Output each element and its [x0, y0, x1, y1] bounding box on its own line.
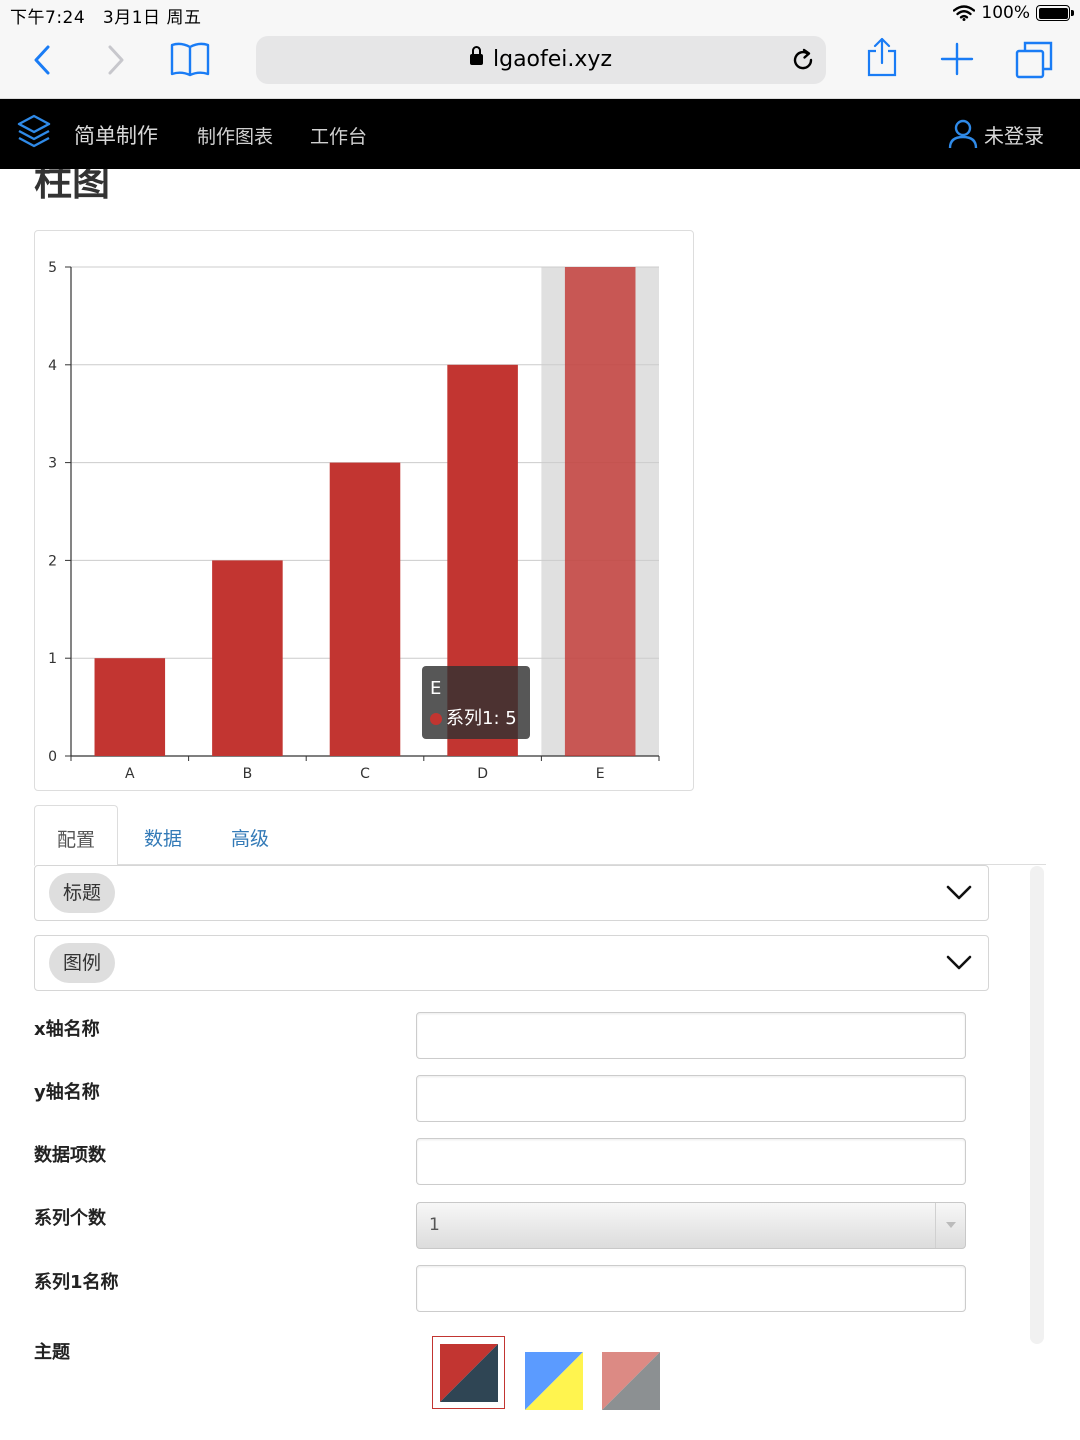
x-axis-name-input[interactable]	[416, 1012, 966, 1059]
nav-make-chart[interactable]: 制作图表	[197, 126, 274, 148]
login-link[interactable]: 未登录	[948, 119, 1044, 149]
config-tabs: 配置 数据 高级	[34, 805, 1046, 866]
chart-panel[interactable]: 0 1 2 3 4 5 A B C D E E 系列1: 5	[34, 230, 694, 791]
chevron-down-icon	[946, 955, 972, 970]
theme-selected-frame	[432, 1336, 505, 1409]
select-arrow-zone	[935, 1203, 965, 1248]
lock-icon	[470, 46, 483, 65]
theme-swatch-salmon-gray[interactable]	[602, 1352, 660, 1410]
bookmarks-icon[interactable]	[170, 40, 210, 78]
section-legend-label: 图例	[49, 943, 116, 983]
x-tick-label: B	[243, 766, 253, 782]
new-tab-icon[interactable]	[940, 42, 974, 76]
series-count-select[interactable]: 1	[416, 1202, 966, 1249]
tab-data[interactable]: 数据	[144, 828, 183, 850]
y-tick-label: 4	[48, 358, 57, 374]
nav-workbench[interactable]: 工作台	[310, 126, 368, 148]
site-navbar: 简单制作 制作图表 工作台 未登录	[0, 99, 1080, 169]
tooltip-value-row: 系列1: 5	[430, 704, 522, 734]
login-label: 未登录	[984, 123, 1044, 148]
tooltip-category: E	[430, 678, 442, 699]
browser-toolbar: lgaofei.xyz	[0, 28, 1080, 99]
tab-advanced[interactable]: 高级	[231, 828, 270, 850]
section-title-label: 标题	[49, 873, 116, 913]
y-tick-label: 3	[48, 456, 57, 472]
theme-swatch-red-dark[interactable]	[440, 1344, 498, 1402]
bar-A[interactable]	[94, 658, 166, 756]
layers-icon[interactable]	[16, 113, 52, 151]
y-axis-name-label: y轴名称	[34, 1082, 100, 1103]
tabs-overview-icon[interactable]	[1014, 40, 1054, 80]
page-title: 柱图	[34, 169, 111, 204]
y-axis-name-input[interactable]	[416, 1075, 966, 1122]
section-title[interactable]: 标题	[34, 865, 989, 921]
y-tick-label: 1	[48, 651, 57, 667]
share-icon[interactable]	[866, 36, 898, 78]
theme-swatch-blue-yellow[interactable]	[525, 1352, 583, 1410]
x-tick-label: C	[360, 766, 370, 782]
battery-percent: 100%	[981, 3, 1030, 23]
battery-icon	[1036, 5, 1074, 21]
x-tick-label: A	[125, 766, 135, 782]
data-count-input[interactable]	[416, 1138, 966, 1185]
bar-B[interactable]	[212, 560, 283, 756]
tooltip-value: 系列1: 5	[446, 708, 517, 729]
forward-icon[interactable]	[104, 44, 128, 76]
x-tick-label: E	[596, 766, 605, 782]
series-count-value: 1	[429, 1215, 440, 1235]
status-right: 100%	[953, 3, 1074, 23]
data-count-label: 数据项数	[34, 1145, 106, 1166]
url-text: lgaofei.xyz	[256, 46, 826, 72]
form-scrollbar[interactable]	[1030, 866, 1044, 1344]
brand-link[interactable]: 简单制作	[74, 124, 158, 148]
series1-name-input[interactable]	[416, 1265, 966, 1312]
y-tick-label: 0	[48, 749, 57, 765]
address-bar[interactable]: lgaofei.xyz	[256, 36, 826, 84]
y-tick-label: 2	[48, 553, 57, 569]
bar-E[interactable]	[564, 267, 636, 756]
status-time: 下午7:24 3月1日 周五	[10, 3, 201, 28]
y-tick-label: 5	[48, 260, 57, 276]
x-axis-name-label: x轴名称	[34, 1019, 100, 1040]
wifi-icon	[953, 5, 976, 21]
theme-label: 主题	[34, 1342, 70, 1363]
bar-C[interactable]	[329, 462, 401, 756]
page-heading-area: 柱图	[0, 169, 1080, 209]
series-count-label: 系列个数	[34, 1208, 106, 1229]
status-bar: 下午7:24 3月1日 周五 100%	[0, 0, 1080, 28]
tab-config[interactable]: 配置	[34, 805, 118, 866]
chart-tooltip: E 系列1: 5	[422, 666, 530, 739]
back-icon[interactable]	[30, 44, 54, 76]
chevron-down-icon	[946, 885, 972, 900]
x-tick-label: D	[477, 766, 488, 782]
reload-icon[interactable]	[790, 47, 816, 73]
status-date: 3月1日 周五	[102, 8, 202, 28]
series1-name-label: 系列1名称	[34, 1272, 119, 1293]
bar-chart[interactable]: 0 1 2 3 4 5 A B C D E	[35, 231, 695, 792]
section-legend[interactable]: 图例	[34, 935, 989, 991]
status-clock: 下午7:24	[10, 8, 86, 28]
caret-down-icon	[946, 1222, 956, 1228]
url-label: lgaofei.xyz	[493, 47, 612, 72]
user-icon	[948, 119, 978, 149]
series-dot-icon	[430, 713, 442, 725]
